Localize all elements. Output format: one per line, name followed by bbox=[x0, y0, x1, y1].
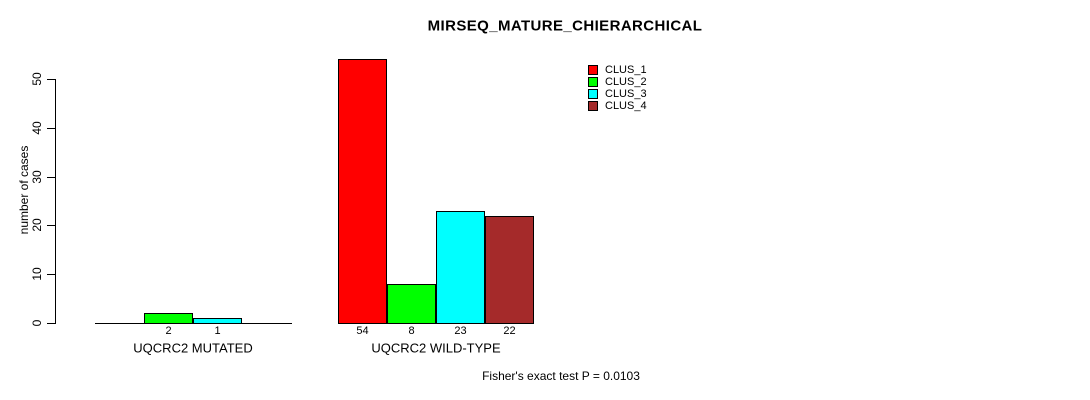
bar-clus_3 bbox=[193, 318, 242, 324]
bar-clus_1 bbox=[338, 59, 387, 324]
group-label: UQCRC2 WILD-TYPE bbox=[371, 340, 501, 356]
y-axis-tick bbox=[47, 79, 55, 80]
bar-clus_2 bbox=[387, 283, 436, 324]
bar-value-label: 1 bbox=[214, 325, 221, 337]
legend-swatch bbox=[588, 89, 598, 99]
y-axis-tick bbox=[47, 225, 55, 227]
legend-swatch bbox=[588, 101, 598, 111]
y-axis-tick bbox=[47, 176, 55, 178]
legend-label: CLUS_1 bbox=[605, 64, 647, 76]
legend-swatch bbox=[588, 77, 598, 87]
legend-item-clus_2: CLUS_2 bbox=[588, 76, 647, 88]
fisher-test-annotation: Fisher's exact test P = 0.0103 bbox=[482, 369, 640, 383]
bar-clus_4 bbox=[485, 215, 534, 324]
y-tick-label: 10 bbox=[30, 267, 44, 281]
y-axis-tick bbox=[47, 274, 55, 276]
y-axis-line bbox=[55, 79, 56, 324]
y-axis-title: number of cases bbox=[17, 145, 31, 235]
y-tick-label: 40 bbox=[30, 121, 44, 135]
bar-value-label: 54 bbox=[356, 325, 369, 337]
y-tick-label: 20 bbox=[30, 218, 44, 233]
chart-title: MIRSEQ_MATURE_CHIERARCHICAL bbox=[427, 17, 703, 35]
legend-item-clus_1: CLUS_1 bbox=[588, 64, 647, 76]
bar-clus_4-zero bbox=[242, 323, 292, 324]
y-axis-tick bbox=[47, 127, 55, 129]
bar-value-label: 2 bbox=[165, 325, 172, 337]
y-tick-label: 0 bbox=[30, 319, 44, 327]
legend-label: CLUS_2 bbox=[605, 76, 647, 88]
bar-value-label: 22 bbox=[503, 325, 516, 337]
legend: CLUS_1 CLUS_2 CLUS_3 CLUS_4 bbox=[588, 64, 647, 112]
bar-value-label: 8 bbox=[408, 325, 415, 337]
bar-clus_3 bbox=[436, 210, 485, 324]
legend-item-clus_4: CLUS_4 bbox=[588, 100, 647, 112]
legend-label: CLUS_3 bbox=[605, 88, 647, 100]
legend-label: CLUS_4 bbox=[605, 100, 647, 112]
group-label: UQCRC2 MUTATED bbox=[133, 340, 253, 356]
y-tick-label: 50 bbox=[30, 72, 44, 86]
y-axis-tick bbox=[47, 323, 55, 324]
bar-clus_1-zero bbox=[95, 323, 145, 324]
y-tick-label: 30 bbox=[30, 169, 44, 184]
bar-clus_2 bbox=[144, 313, 193, 324]
legend-item-clus_3: CLUS_3 bbox=[588, 88, 647, 100]
bar-value-label: 23 bbox=[454, 325, 467, 337]
legend-swatch bbox=[588, 65, 598, 75]
